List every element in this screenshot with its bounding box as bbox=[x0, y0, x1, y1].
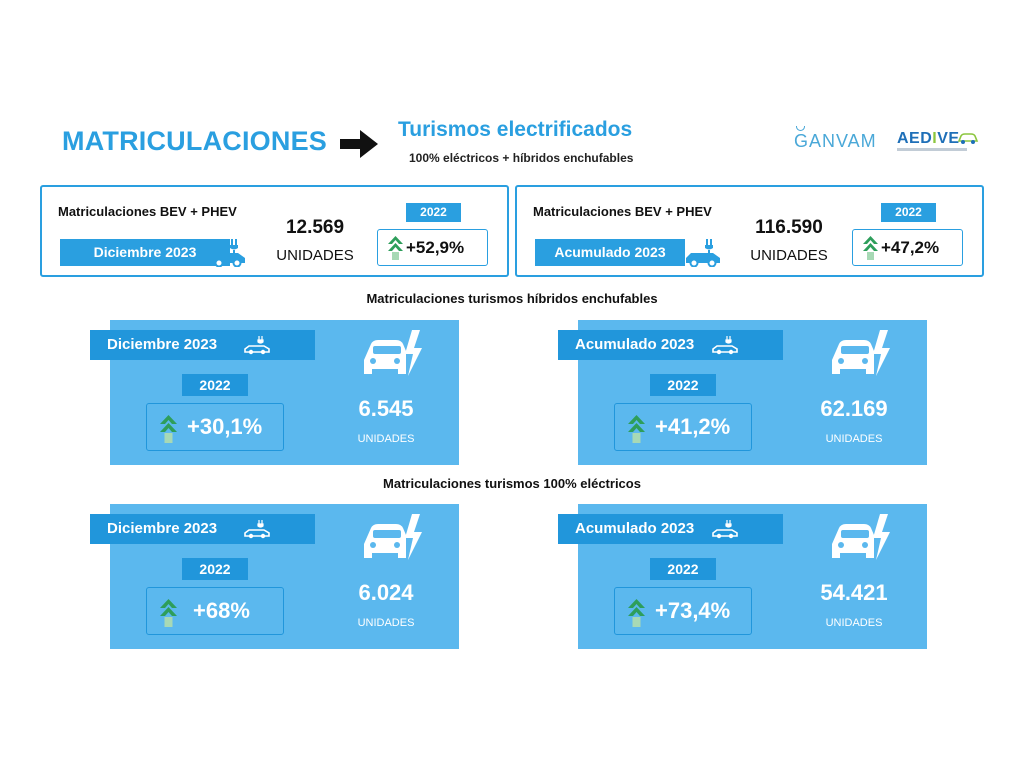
panel-phev-december: Diciembre 2023 2022 +30,1% 6.545 UNIDADE… bbox=[90, 320, 459, 465]
panel-bev-december: Diciembre 2023 2022 +68% 6.024 UNIDADES bbox=[90, 504, 459, 649]
period-label: Diciembre 2023 bbox=[60, 239, 230, 266]
period-tag: Diciembre 2023 bbox=[90, 514, 315, 544]
growth-arrow-icon bbox=[388, 236, 403, 260]
car-lightning-icon bbox=[364, 330, 422, 376]
arrow-right-icon bbox=[340, 130, 378, 158]
ev-car-icon bbox=[244, 520, 270, 539]
growth-arrow-icon bbox=[160, 415, 177, 443]
summary-unit: UNIDADES bbox=[276, 247, 354, 264]
units-value: 62.169 bbox=[820, 396, 888, 421]
change-badge: +52,9% bbox=[377, 229, 488, 266]
growth-arrow-icon bbox=[628, 599, 645, 627]
aedive-tagline bbox=[897, 148, 967, 151]
change-badge: +41,2% bbox=[614, 403, 752, 451]
compare-year-badge: 2022 bbox=[650, 374, 716, 396]
compare-year-badge: 2022 bbox=[650, 558, 716, 580]
units-label: UNIDADES bbox=[825, 617, 883, 629]
growth-arrow-icon bbox=[160, 599, 177, 627]
summary-value: 12.569 bbox=[285, 217, 345, 238]
ev-car-icon bbox=[686, 239, 720, 267]
period-label: Acumulado 2023 bbox=[575, 336, 695, 353]
units-value: 6.024 bbox=[358, 580, 414, 605]
change-badge: +47,2% bbox=[852, 229, 963, 266]
ganvam-logo: GANVAM bbox=[794, 126, 877, 152]
section-heading-phev: Matriculaciones turismos híbridos enchuf… bbox=[366, 291, 658, 306]
period-label: Acumulado 2023 bbox=[575, 520, 695, 537]
compare-year-badge: 2022 bbox=[881, 203, 936, 222]
period-label: Diciembre 2023 bbox=[107, 520, 218, 537]
change-value: +68% bbox=[193, 598, 250, 623]
section-heading-bev: Matriculaciones turismos 100% eléctricos bbox=[383, 476, 641, 491]
summary-unit: UNIDADES bbox=[750, 247, 828, 264]
change-badge: +30,1% bbox=[146, 403, 284, 451]
car-lightning-icon bbox=[832, 330, 890, 376]
car-lightning-icon bbox=[364, 514, 422, 560]
ev-car-icon bbox=[244, 336, 270, 355]
change-badge: +68% bbox=[146, 587, 284, 635]
change-value: +52,9% bbox=[406, 238, 465, 257]
summary-value: 116.590 bbox=[755, 217, 823, 238]
period-tag: Acumulado 2023 bbox=[558, 514, 783, 544]
compare-year-badge: 2022 bbox=[406, 203, 461, 222]
change-value: +73,4% bbox=[655, 598, 731, 623]
units-label: UNIDADES bbox=[357, 617, 415, 629]
ev-car-icon bbox=[211, 239, 245, 267]
period-label: Acumulado 2023 bbox=[535, 239, 685, 266]
units-label: UNIDADES bbox=[825, 433, 883, 445]
growth-arrow-icon bbox=[863, 236, 878, 260]
aedive-car-icon bbox=[957, 133, 979, 144]
panel-bev-accumulated: Acumulado 2023 2022 +73,4% 54.421 UNIDAD… bbox=[558, 504, 927, 649]
page-title: MATRICULACIONES bbox=[62, 126, 327, 156]
panel-phev-accumulated: Acumulado 2023 2022 +41,2% 62.169 UNIDAD… bbox=[558, 320, 927, 465]
page-subtitle: Turismos electrificados bbox=[398, 118, 633, 141]
change-value: +30,1% bbox=[187, 414, 263, 439]
change-value: +47,2% bbox=[881, 238, 940, 257]
summary-card-accumulated: Matriculaciones BEV + PHEV Acumulado 202… bbox=[515, 185, 984, 277]
period-tag: Diciembre 2023 bbox=[90, 330, 315, 360]
units-value: 6.545 bbox=[358, 396, 414, 421]
compare-year-badge: 2022 bbox=[182, 374, 248, 396]
aedive-logo: AEDIVE bbox=[897, 130, 960, 147]
summary-title: Matriculaciones BEV + PHEV bbox=[533, 204, 712, 219]
page-description: 100% eléctricos + híbridos enchufables bbox=[409, 151, 634, 165]
units-value: 54.421 bbox=[820, 580, 888, 605]
compare-year-badge: 2022 bbox=[182, 558, 248, 580]
period-tag: Acumulado 2023 bbox=[558, 330, 783, 360]
period-label: Diciembre 2023 bbox=[107, 336, 218, 353]
change-badge: +73,4% bbox=[614, 587, 752, 635]
growth-arrow-icon bbox=[628, 415, 645, 443]
car-lightning-icon bbox=[832, 514, 890, 560]
ev-car-icon bbox=[712, 520, 738, 539]
change-value: +41,2% bbox=[655, 414, 731, 439]
summary-title: Matriculaciones BEV + PHEV bbox=[58, 204, 237, 219]
ev-car-icon bbox=[712, 336, 738, 355]
summary-card-december: Matriculaciones BEV + PHEV Diciembre 202… bbox=[40, 185, 509, 277]
units-label: UNIDADES bbox=[357, 433, 415, 445]
